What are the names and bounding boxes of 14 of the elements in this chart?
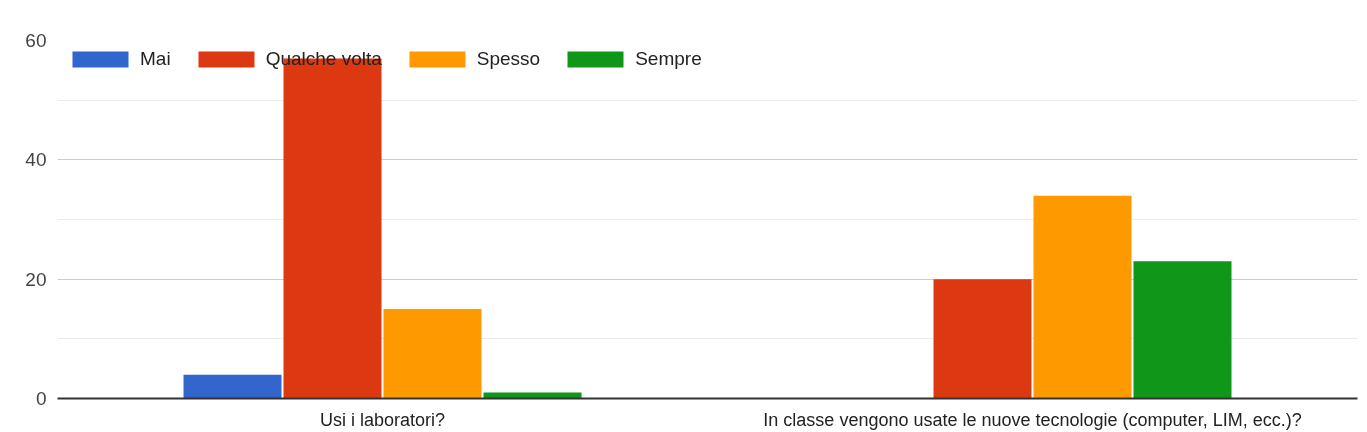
y-tick-label: 40 xyxy=(25,149,47,171)
y-tick-label: 0 xyxy=(35,388,47,409)
legend-label: Spesso xyxy=(476,48,541,70)
y-tick-label: 60 xyxy=(25,30,47,51)
bar xyxy=(1133,261,1232,399)
bar xyxy=(933,279,1032,399)
x-tick-label: In classe vengono usate le nuove tecnologie (computer, LIM, ecc.)? xyxy=(763,409,1302,430)
legend-label: Mai xyxy=(140,48,171,70)
x-tick-label: Usi i laboratori? xyxy=(319,409,446,430)
bar xyxy=(1033,195,1132,399)
bar xyxy=(183,374,282,399)
y-tick-label: 20 xyxy=(25,268,47,290)
bar xyxy=(383,309,482,399)
legend-label: Sempre xyxy=(635,48,702,70)
